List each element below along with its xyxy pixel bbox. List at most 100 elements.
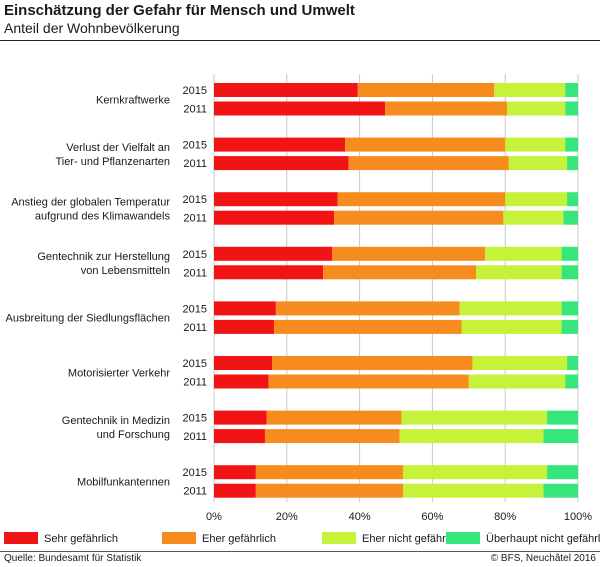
bar-segment-sehr [214,429,265,444]
bar-segment-ehernicht [508,156,568,171]
category-label: Tier- und Pflanzenarten [55,156,170,168]
footer-divider [0,551,600,552]
category-label: aufgrund des Klimawandels [35,210,171,222]
legend-label: Überhaupt nicht gefährlich [486,533,600,545]
bar-segment-ehernicht [403,483,544,498]
bar-segment-eher [385,101,508,116]
bar-segment-ehernicht [476,265,562,280]
bar-segment-eher [268,374,469,389]
bar-segment-eher [345,137,506,152]
category-label: Motorisierter Verkehr [68,367,170,379]
year-label: 2011 [183,158,207,170]
year-label: 2015 [183,249,207,261]
bar-segment-ehernicht [461,319,562,334]
chart-title: Einschätzung der Gefahr für Mensch und U… [4,2,355,19]
category-label: Gentechnik in Medizin [62,415,170,427]
category-label: Mobilfunkantennen [77,476,170,488]
category-label: Gentechnik zur Herstellung [37,251,170,263]
bar-segment-eher [337,192,506,207]
bar-segment-ueberhaupt [565,101,578,116]
bar-segment-eher [255,483,404,498]
bar-segment-ehernicht [399,429,544,444]
category-label: Anstieg der globalen Temperatur [11,196,170,208]
bar-segment-ueberhaupt [547,465,578,480]
bar-segment-eher [332,246,486,261]
category-label: Ausbreitung der Siedlungsflächen [5,313,170,325]
legend-swatch [322,532,356,544]
bar-segment-ueberhaupt [563,210,578,225]
bar-segment-ehernicht [494,83,566,97]
bar-segment-ueberhaupt [543,429,578,444]
bar-segment-eher [357,83,495,97]
bar-segment-ehernicht [459,301,562,316]
bar-segment-sehr [214,265,324,280]
x-axis-ticks: 0% 20% 40% 60% 80% 100% [206,511,592,523]
bar-segment-ueberhaupt [565,374,578,389]
year-label: 2015 [183,358,207,370]
year-label: 2011 [183,104,207,116]
bar-segment-ueberhaupt [561,265,578,280]
year-label: 2011 [183,213,207,225]
bar-segment-eher [264,429,400,444]
bar-segment-ehernicht [505,192,568,207]
bar-segment-sehr [214,374,269,389]
category-label: und Forschung [97,429,170,441]
bar-segment-ueberhaupt [561,246,578,261]
bar-segment-sehr [214,156,349,171]
legend-swatch [162,532,196,544]
bar-segment-sehr [214,83,358,97]
category-label: von Lebensmitteln [81,265,170,277]
bar-segment-sehr [214,319,275,334]
bar-segment-sehr [214,210,335,225]
bar-segment-ueberhaupt [561,319,578,334]
category-labels: Kernkraftwerke Verlust der Vielfalt an Tie… [5,94,170,488]
year-label: 2015 [183,140,207,152]
bar-segment-sehr [214,483,256,498]
category-label: Verlust der Vielfalt an [66,142,170,154]
bar-segment-sehr [214,465,256,480]
bar-segment-sehr [214,301,276,316]
bar-segment-ehernicht [403,465,548,480]
bar-segments [214,83,578,498]
x-tick-label: 40% [349,511,371,523]
bar-segment-ehernicht [507,101,566,116]
bar-segment-ehernicht [401,410,548,425]
bar-segment-ueberhaupt [565,83,578,97]
year-label: 2015 [183,413,207,425]
bar-segment-ehernicht [472,356,568,370]
chart-subtitle: Anteil der Wohnbevölkerung [4,20,180,36]
bar-segment-eher [255,465,404,480]
bar-segment-ehernicht [485,246,562,261]
category-label: Kernkraftwerke [96,94,170,106]
title-divider [0,40,600,41]
year-label: 2015 [183,85,207,97]
year-label: 2011 [183,486,207,498]
bar-segment-ueberhaupt [567,192,578,207]
x-tick-label: 60% [421,511,443,523]
year-label: 2011 [183,322,207,334]
bar-segment-eher [348,156,509,171]
bar-segment-eher [323,265,477,280]
bar-segment-ueberhaupt [547,410,578,425]
bar-segment-sehr [214,137,346,152]
year-label: 2015 [183,303,207,315]
bar-segment-ueberhaupt [567,356,578,370]
copyright-note: © BFS, Neuchâtel 2016 [490,553,596,564]
bar-segment-ueberhaupt [561,301,578,316]
source-note: Quelle: Bundesamt für Statistik [4,553,142,564]
legend: Sehr gefährlich Eher gefährlich Eher nicht… [4,532,600,545]
x-tick-label: 0% [206,511,222,523]
legend-label: Eher nicht gefährlich [362,533,462,545]
bar-segment-eher [272,356,473,370]
bar-segment-eher [275,301,460,316]
bar-segment-sehr [214,410,267,425]
bar-segment-eher [334,210,504,225]
bar-segment-sehr [214,101,386,116]
year-label: 2011 [183,377,207,389]
bar-segment-ueberhaupt [543,483,578,498]
bar-segment-ehernicht [505,137,566,152]
x-tick-label: 20% [276,511,298,523]
year-labels: 2015 2011 2015 2011 2015 2011 2015 2011 2015 2011… [183,85,207,498]
bar-segment-ehernicht [468,374,566,389]
